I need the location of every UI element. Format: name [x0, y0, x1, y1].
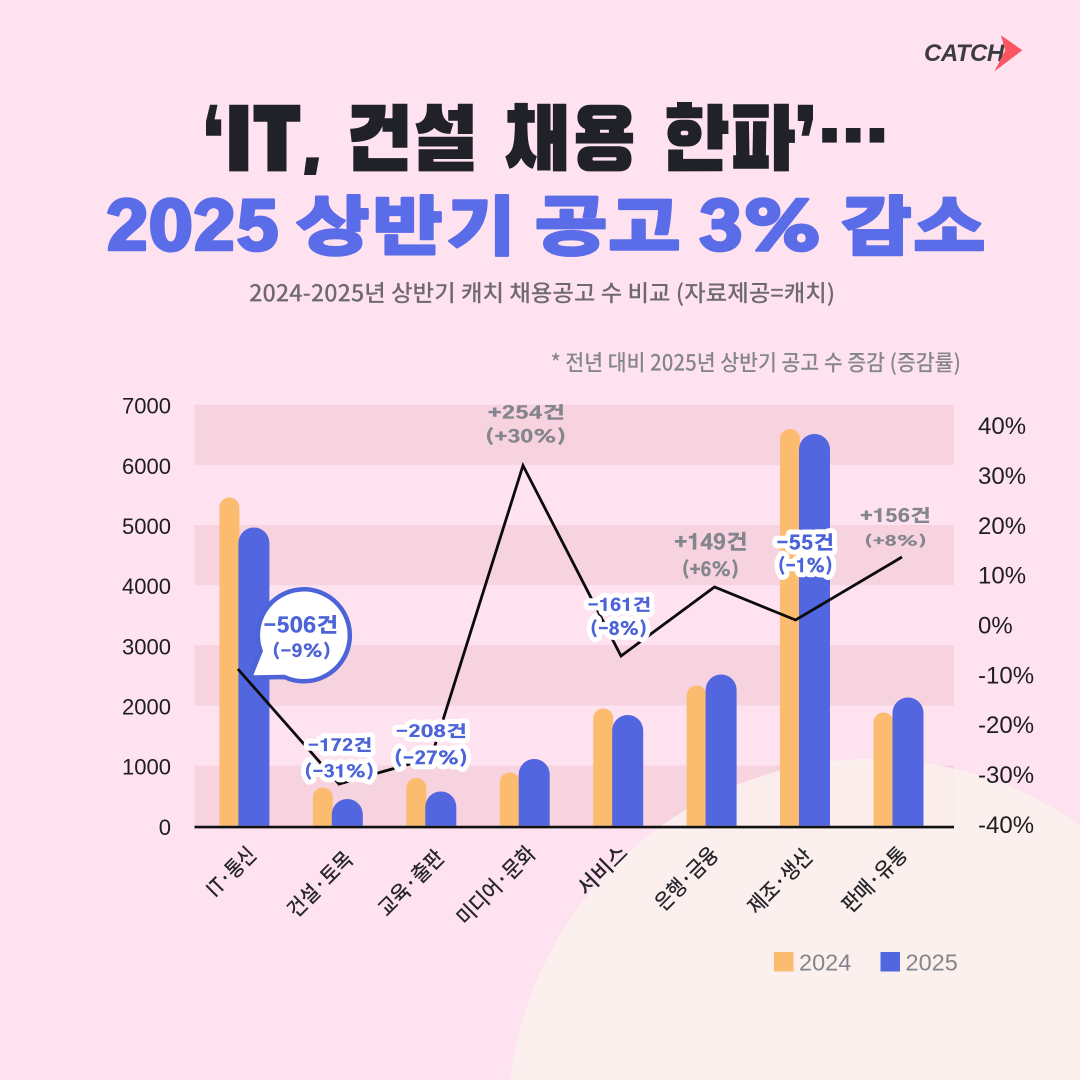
- svg-text:2024: 2024: [799, 950, 851, 976]
- svg-text:1000: 1000: [122, 755, 171, 780]
- svg-text:20%: 20%: [978, 513, 1026, 540]
- svg-text:5000: 5000: [122, 514, 171, 539]
- svg-text:2000: 2000: [122, 695, 171, 720]
- svg-text:0: 0: [159, 815, 171, 840]
- svg-text:0%: 0%: [978, 613, 1013, 640]
- svg-text:CATCH: CATCH: [924, 40, 1005, 67]
- svg-text:6000: 6000: [122, 454, 171, 479]
- svg-text:3000: 3000: [122, 634, 171, 659]
- svg-text:-20%: -20%: [978, 712, 1034, 739]
- svg-text:2025: 2025: [906, 950, 958, 976]
- svg-text:4000: 4000: [122, 574, 171, 599]
- svg-text:-30%: -30%: [978, 762, 1034, 789]
- svg-text:-40%: -40%: [978, 812, 1034, 839]
- svg-text:40%: 40%: [978, 413, 1026, 440]
- svg-text:30%: 30%: [978, 463, 1026, 490]
- svg-text:-10%: -10%: [978, 662, 1034, 689]
- svg-text:7000: 7000: [122, 394, 171, 419]
- svg-text:10%: 10%: [978, 563, 1026, 590]
